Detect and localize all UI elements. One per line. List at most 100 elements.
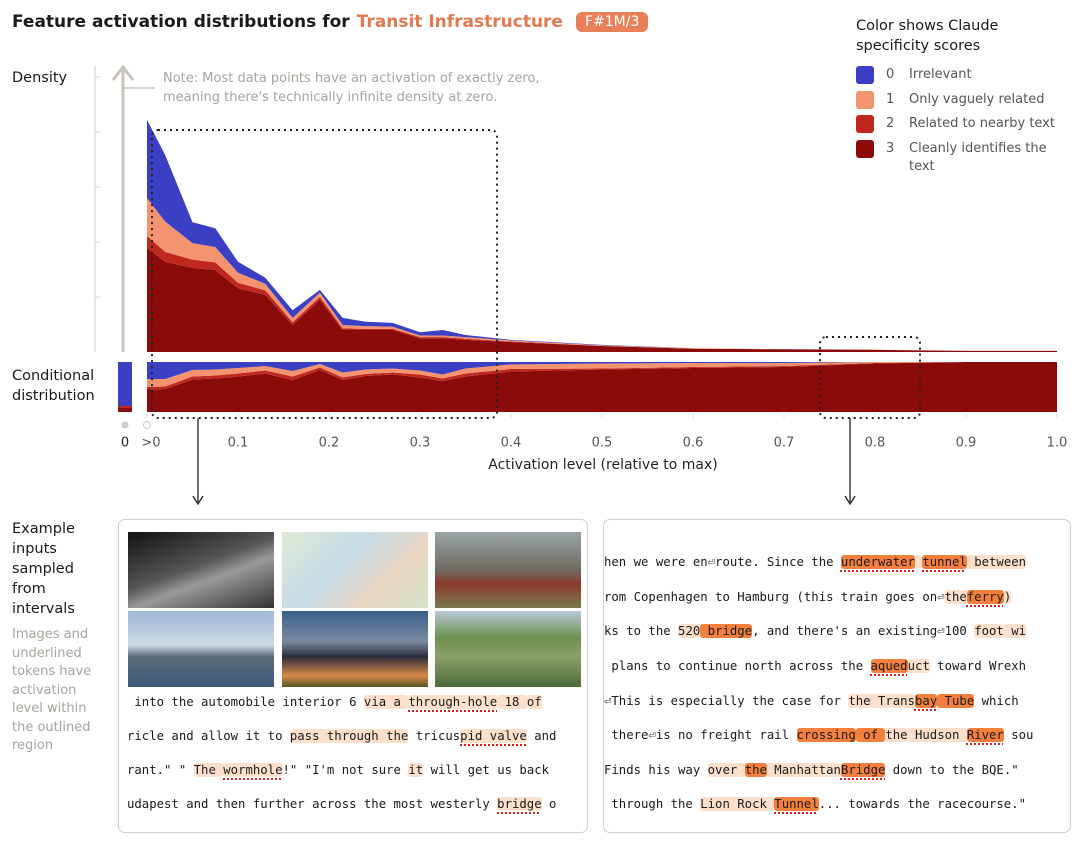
- image-tunnel: [128, 532, 274, 608]
- x-tick-label: 1.0: [1047, 436, 1068, 451]
- token: 18: [497, 695, 527, 709]
- token: [914, 555, 923, 569]
- text-line: ks to the 520 bridge, and there's an exi…: [604, 622, 1027, 640]
- image-map: [282, 532, 428, 608]
- token: the: [885, 728, 908, 742]
- density-area: [147, 248, 1057, 352]
- legend-swatch: [856, 91, 874, 109]
- token: rant." ": [127, 763, 194, 777]
- text-line: udapest and then further across the most…: [127, 795, 556, 813]
- token: tricus: [408, 729, 461, 743]
- zero-bar-segment: [118, 406, 132, 408]
- text-line: ⏎This is especially the case for the Tra…: [604, 692, 1019, 710]
- activating-token: through-hole: [408, 695, 498, 709]
- legend-swatch: [856, 140, 874, 158]
- token: plans to continue north across the: [604, 659, 871, 673]
- text-line: rant." " The wormhole!" "I'm not sure it…: [127, 761, 549, 779]
- legend-entry: 2 Related to nearby text: [856, 115, 1069, 133]
- token: ): [1003, 590, 1012, 604]
- token: of: [526, 695, 542, 709]
- token: Tube: [937, 694, 975, 708]
- token: rom Copenhagen to Hamburg (this train go…: [604, 590, 945, 604]
- x-tick-label: 0.1: [228, 436, 249, 451]
- legend-entry: 3 Cleanly identifies the text: [856, 140, 1069, 176]
- token: into the automobile interior 6: [127, 695, 364, 709]
- right-panel: hen we were en⏎route. Since the underwat…: [603, 519, 1071, 833]
- token: The: [193, 763, 224, 777]
- activating-token: aqued: [870, 659, 908, 673]
- title-text: Feature activation distributions for: [12, 12, 350, 32]
- conditional-label: Conditional distribution: [12, 368, 95, 404]
- token: the: [744, 763, 767, 777]
- text-line: ricle and allow it to pass through the t…: [127, 727, 556, 745]
- token: via a: [363, 695, 409, 709]
- activating-token: ferry: [966, 590, 1004, 604]
- text-line: through the Lion Rock Tunnel... towards …: [604, 795, 1026, 813]
- legend-label: Related to nearby text: [909, 116, 1055, 131]
- token: of: [855, 728, 886, 742]
- token: the: [944, 590, 967, 604]
- token: and: [526, 729, 557, 743]
- image-aqueduct: [435, 611, 581, 687]
- text-line: plans to continue north across the aqued…: [604, 657, 1026, 675]
- token: down to the BQE.": [885, 763, 1019, 777]
- token: sou: [1003, 728, 1034, 742]
- connector-head: [192, 495, 204, 506]
- legend-entry: 0 Irrelevant: [856, 66, 1069, 84]
- text-line: there⏎is no freight rail crossing of the…: [604, 726, 1033, 744]
- connector-head: [844, 495, 856, 506]
- legend-title: Color shows Claude specificity scores: [856, 18, 999, 54]
- token: hen we were en⏎route. Since the: [604, 555, 841, 569]
- token: Finds his way: [604, 763, 708, 777]
- image-bridge: [128, 611, 274, 687]
- legend-score: 1: [886, 92, 895, 107]
- image-train: [435, 532, 581, 608]
- areas: [118, 119, 1057, 412]
- x-tick-label: 0.3: [410, 436, 431, 451]
- token: ⏎This is especially the case for: [604, 694, 849, 708]
- zero-dot: [121, 421, 129, 429]
- x-tick-label: 0.8: [865, 436, 886, 451]
- examples-heading: Example inputs sampled from intervals: [12, 521, 75, 617]
- activating-token: River: [966, 728, 1004, 742]
- token: toward Wrexh: [929, 659, 1027, 673]
- activating-token: bay: [914, 694, 938, 708]
- token: which: [974, 694, 1019, 708]
- token: will get us back: [423, 763, 550, 777]
- x-axis-label: Activation level (relative to max): [488, 457, 717, 473]
- share-area: [147, 362, 1057, 379]
- examples-caption: Images and underlined tokens have activa…: [12, 627, 92, 753]
- x-tick-label: 0.4: [501, 436, 522, 451]
- activating-token: tunnel: [922, 555, 967, 569]
- token: uct: [907, 659, 930, 673]
- token: Hudson: [907, 728, 967, 742]
- text-line: Finds his way over the ManhattanBridge d…: [604, 761, 1019, 779]
- arrow-head: [111, 64, 135, 81]
- legend-label: Only vaguely related: [909, 92, 1045, 107]
- token: there⏎is no freight rail: [604, 728, 797, 742]
- token: Lion Rock: [700, 797, 775, 811]
- token: the Trans: [848, 694, 915, 708]
- left-panel: into the automobile interior 6 via a thr…: [118, 519, 588, 833]
- note: Note: Most data points have an activatio…: [163, 71, 540, 105]
- zero-label: 0: [121, 436, 129, 451]
- token: udapest and then further across the most…: [127, 797, 498, 811]
- image-highway: [282, 611, 428, 687]
- title: Feature activation distributions for Tran…: [12, 12, 649, 32]
- activating-token: bridge: [497, 797, 542, 811]
- positive-dot: [143, 421, 151, 429]
- token: ks to the: [604, 624, 679, 638]
- feature-name: Transit Infrastructure: [356, 12, 563, 32]
- share-area: [147, 362, 1057, 387]
- token: it: [408, 763, 424, 777]
- token: foot: [974, 624, 1004, 638]
- activating-token: underwater: [840, 555, 915, 569]
- legend-score: 2: [886, 116, 895, 131]
- activating-token: pid valve: [460, 729, 527, 743]
- legend-score: 3: [886, 141, 895, 156]
- token: bridge: [700, 624, 753, 638]
- token: , and there's an existing⏎100: [752, 624, 975, 638]
- token: !" "I'm not sure: [282, 763, 409, 777]
